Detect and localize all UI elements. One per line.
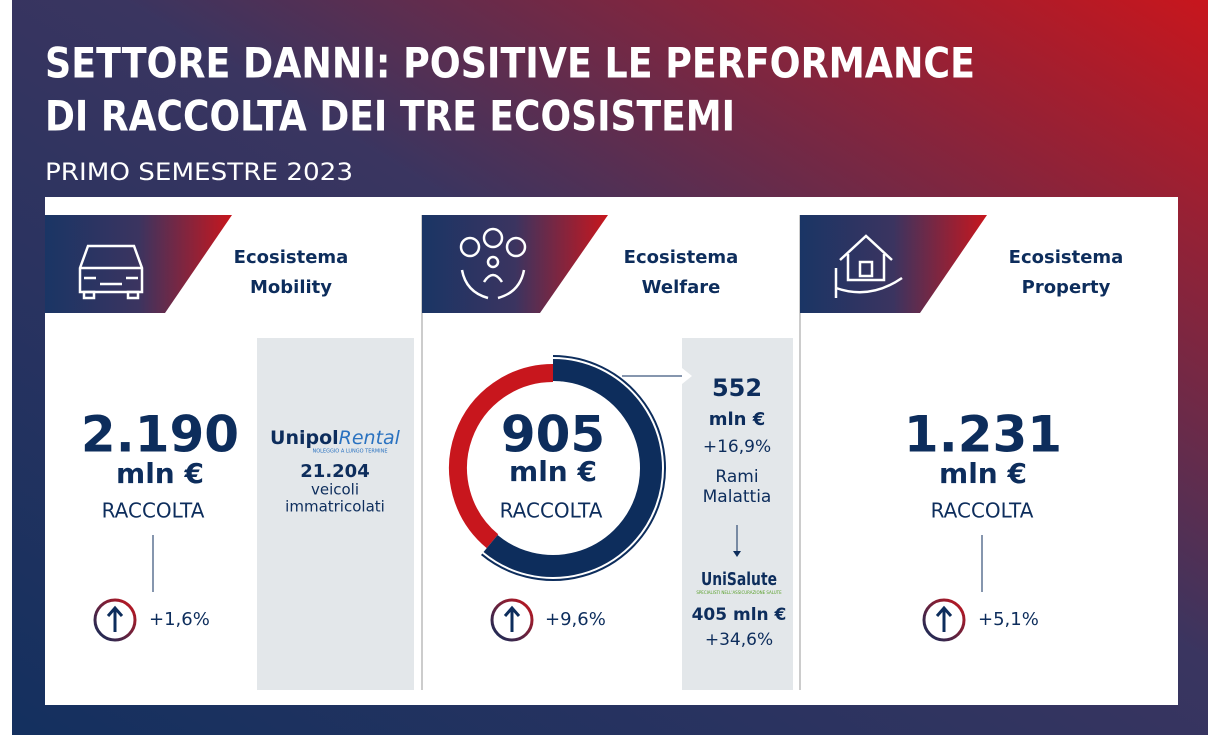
donut-part — [483, 359, 662, 577]
amount: 905 — [501, 406, 605, 464]
logo: UniSalute — [701, 569, 777, 590]
title: DI RACCOLTA DEI TRE ECOSISTEMI — [45, 92, 735, 141]
panel — [45, 197, 1178, 705]
side-text: Malattia — [703, 487, 772, 507]
donut-outline — [481, 355, 666, 581]
column-name: Ecosistema — [624, 247, 739, 268]
logo-tagline: NOLEGGIO A LUNGO TERMINE — [312, 449, 387, 455]
column-name: Ecosistema — [1009, 247, 1124, 268]
column-name: Property — [1022, 277, 1111, 298]
tab — [800, 215, 987, 313]
label: RACCOLTA — [931, 499, 1034, 523]
logo-tagline: SPECIALISTI NELL'ASSICURAZIONE SALUTE — [696, 590, 782, 595]
connectors — [152, 375, 983, 592]
unit: mln € — [509, 455, 597, 488]
side-box — [682, 338, 793, 690]
sub-growth: +34,6% — [705, 630, 773, 650]
count: 21.204 — [300, 461, 369, 482]
growth: +1,6% — [149, 609, 210, 630]
column-name: Welfare — [642, 277, 721, 298]
amount: 1.231 — [904, 406, 1062, 464]
arrowhead — [682, 368, 692, 384]
side-text: immatricolati — [285, 498, 385, 516]
column-name: Ecosistema — [234, 247, 349, 268]
side-box — [257, 338, 414, 690]
logo-part: Rental — [339, 427, 401, 449]
label: RACCOLTA — [500, 499, 603, 523]
label: RACCOLTA — [102, 499, 205, 523]
tab — [422, 215, 608, 313]
growth: +9,6% — [545, 609, 606, 630]
donut — [449, 355, 666, 581]
unit: mln € — [116, 457, 204, 490]
unit: mln € — [939, 457, 1027, 490]
tab — [45, 215, 232, 313]
side-text: Rami — [715, 467, 758, 487]
car-icon — [78, 244, 144, 300]
donut-rest — [449, 364, 554, 549]
amount: 2.190 — [81, 406, 239, 464]
side-amount: 552 — [712, 374, 762, 402]
side-growth: +16,9% — [703, 437, 771, 457]
side-text: veicoli — [311, 481, 359, 499]
logo: UnipolRental — [270, 427, 401, 449]
logo-part: Unipol — [270, 427, 339, 449]
welfare-icon — [459, 227, 527, 300]
growth-icons — [93, 598, 966, 642]
column-name: Mobility — [250, 277, 332, 298]
house-icon — [834, 234, 903, 298]
growth: +5,1% — [978, 609, 1039, 630]
left-edge — [0, 0, 12, 735]
subtitle: PRIMO SEMESTRE 2023 — [45, 158, 353, 186]
arrowhead — [733, 551, 741, 557]
sub-amount: 405 mln € — [692, 605, 787, 625]
up-arrows — [106, 605, 953, 632]
side-unit: mln € — [709, 409, 766, 430]
title: SETTORE DANNI: POSITIVE LE PERFORMANCE — [45, 39, 975, 88]
